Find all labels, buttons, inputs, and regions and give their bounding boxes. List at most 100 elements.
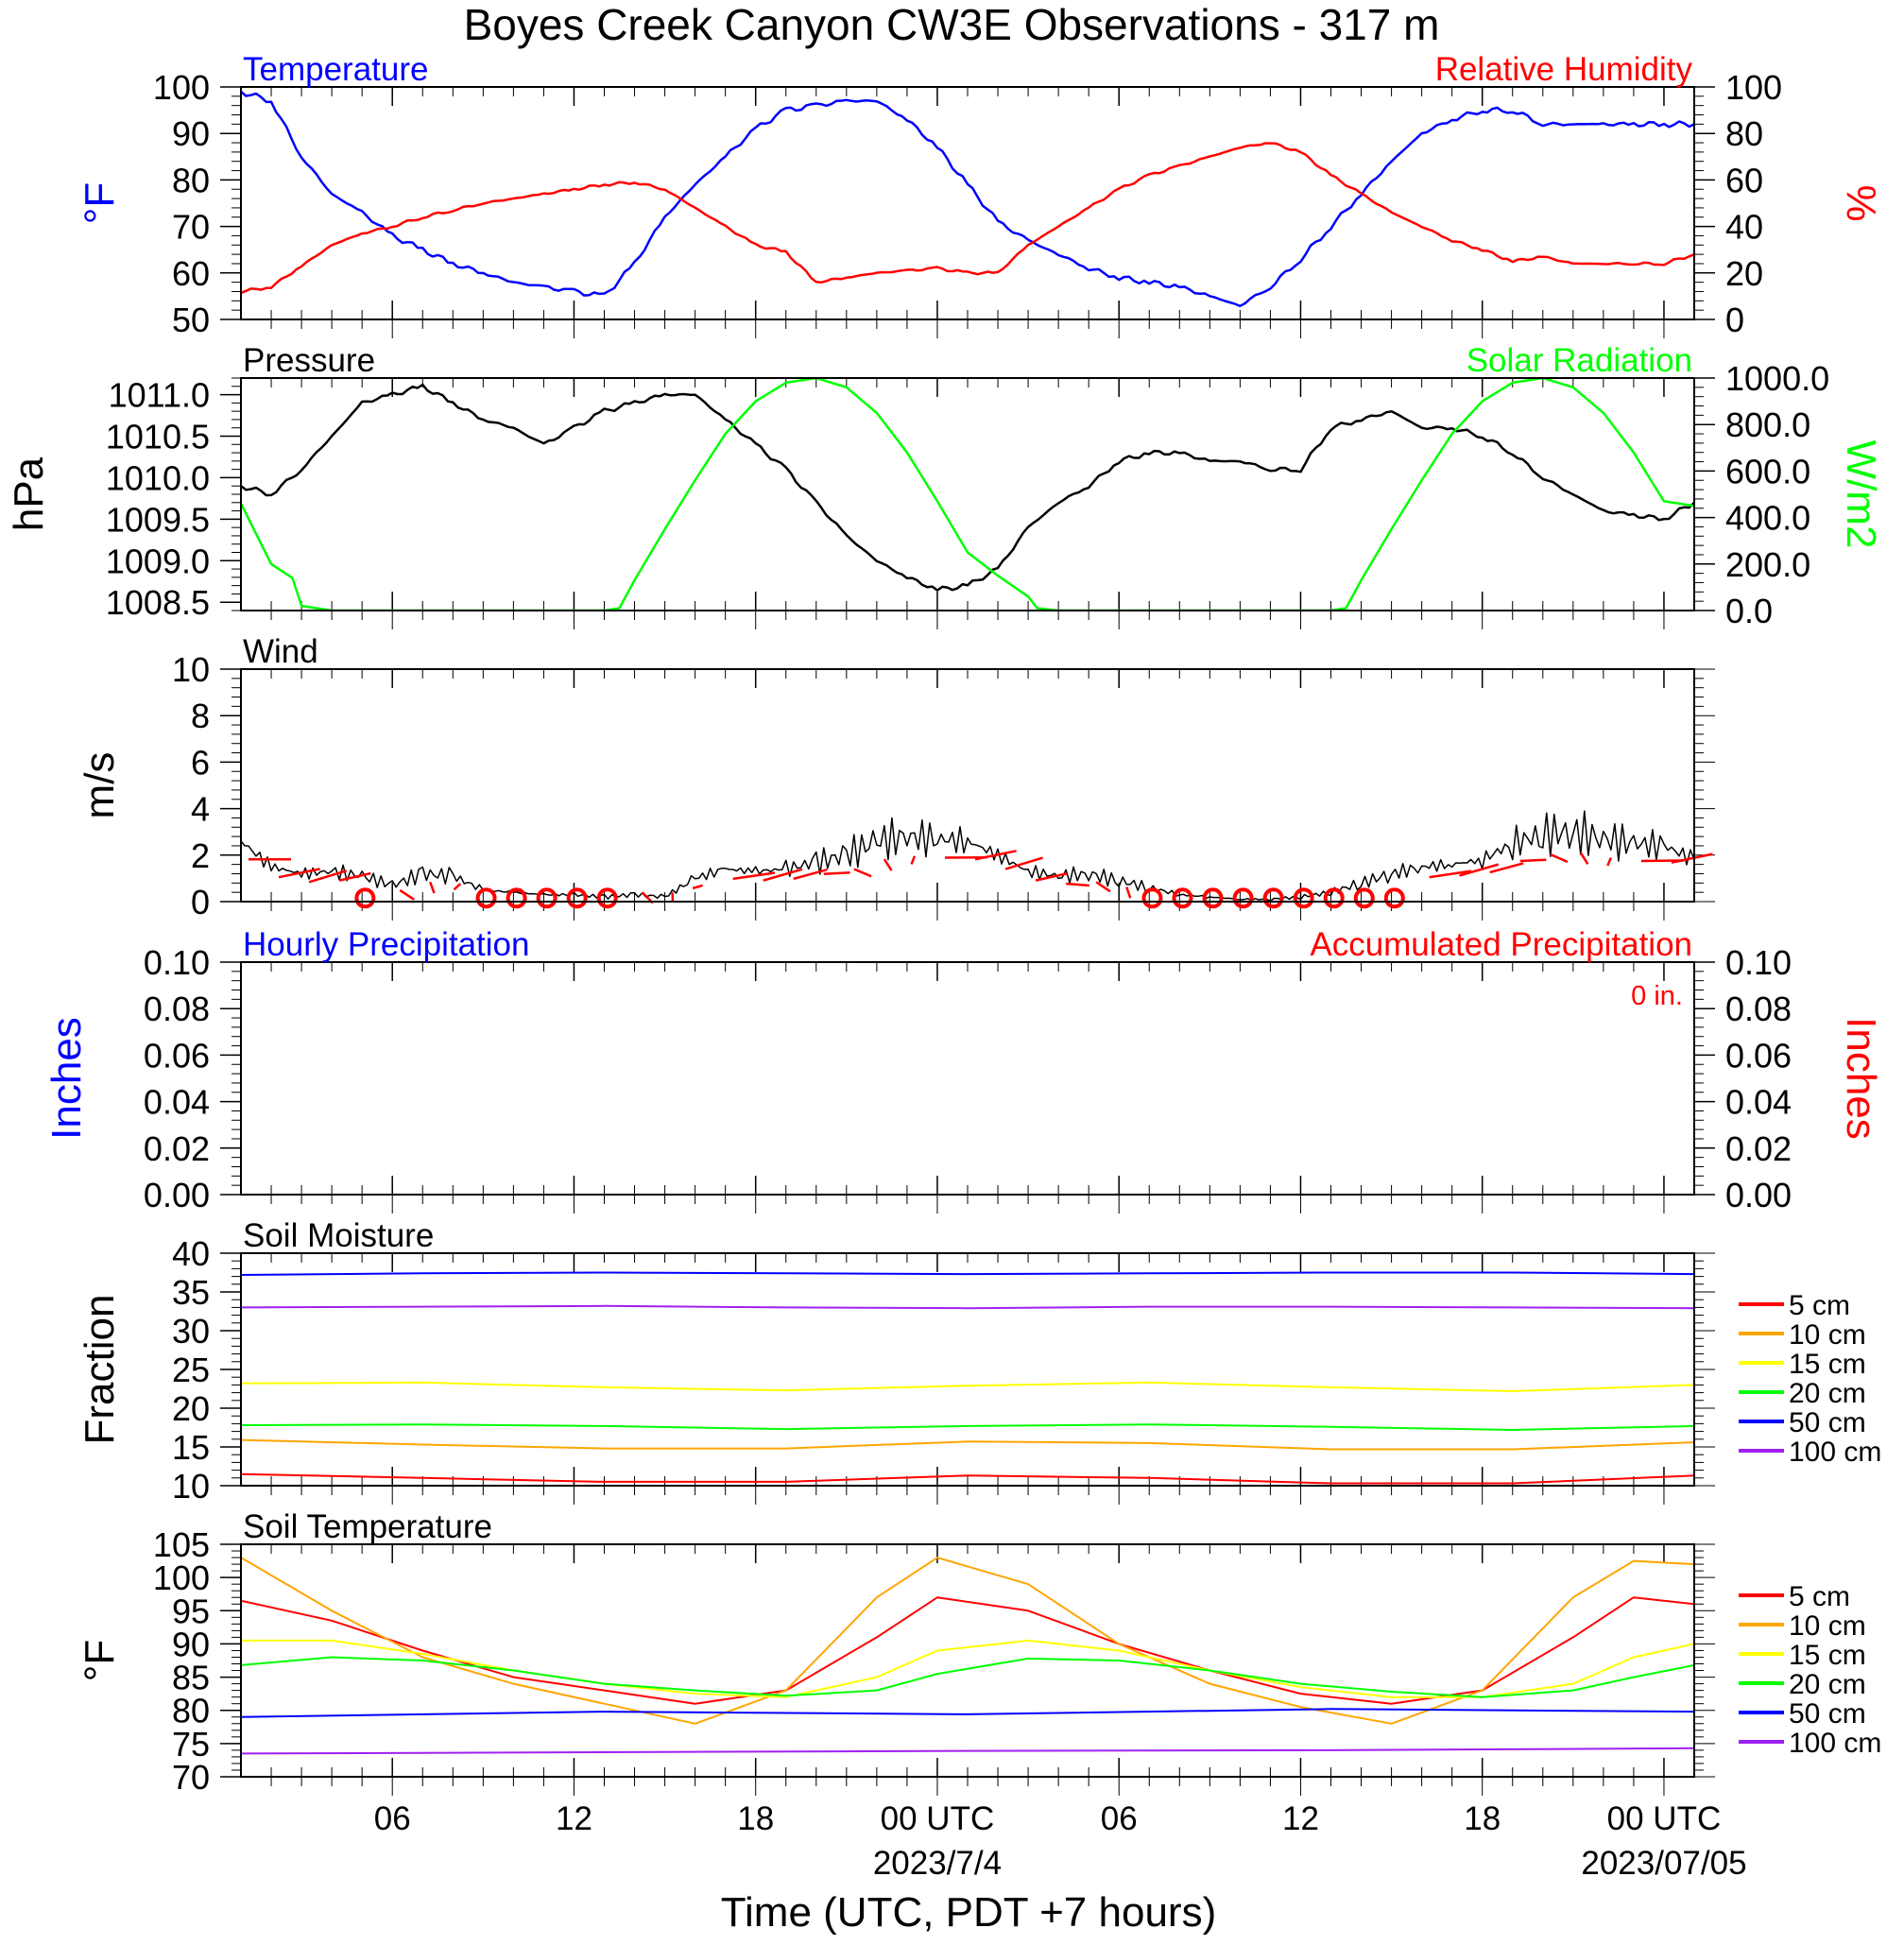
wind-barb	[429, 881, 436, 894]
y-tick-label: 80	[172, 161, 210, 199]
legend-label: 15 cm	[1789, 1640, 1866, 1671]
panel-title-left: Soil Moisture	[243, 1217, 434, 1254]
y-right-tick-label: 0.10	[1725, 943, 1792, 982]
wind-barb	[763, 868, 803, 882]
y-right-tick-label: 0.00	[1725, 1176, 1792, 1214]
calm-wind-circle	[596, 887, 618, 909]
panel-frame	[240, 377, 1695, 611]
wind-barb	[453, 883, 462, 891]
wind-barb	[1489, 862, 1524, 874]
series-group	[241, 810, 1694, 902]
soil-series-20-cm	[241, 1423, 1694, 1431]
y-right-tick-label: 60	[1725, 161, 1763, 199]
y-tick-label: 8	[191, 697, 210, 735]
y-tick-label: 0.04	[144, 1083, 210, 1122]
y-tick-label: 25	[172, 1351, 210, 1389]
soil-series-15-cm	[241, 1639, 1694, 1698]
panel-frame	[240, 86, 1695, 320]
wind-barb	[1429, 869, 1472, 879]
legend-label: 20 cm	[1789, 1669, 1866, 1700]
wind-barb	[1606, 857, 1613, 867]
y-tick-label: 95	[172, 1592, 210, 1630]
y-tick-label: 30	[172, 1312, 210, 1351]
y-tick-label: 40	[172, 1234, 210, 1273]
calm-wind-circle	[1172, 887, 1193, 909]
x-tick-label: 06	[374, 1800, 411, 1837]
panel-title-left: Hourly Precipitation	[243, 926, 529, 963]
calm-wind-circle	[475, 887, 497, 909]
wind-barb	[308, 869, 348, 884]
x-tick-label: 00 UTC	[881, 1800, 995, 1837]
series-line-left	[241, 810, 1694, 902]
wind-barb	[910, 855, 917, 865]
y-tick-label: 20	[172, 1389, 210, 1428]
wind-barb	[793, 868, 828, 881]
calm-wind-circle	[1262, 887, 1284, 909]
legend-label: 50 cm	[1789, 1407, 1866, 1438]
y-tick-label: 1010.5	[106, 418, 210, 456]
calm-wind-circle	[536, 887, 557, 909]
wind-barb	[1550, 852, 1569, 864]
wind-barb	[1579, 852, 1589, 865]
y-tick-label: 85	[172, 1659, 210, 1697]
wind-barb	[974, 850, 1017, 861]
panel-title-left: Wind	[243, 633, 318, 670]
figure-title: Boyes Creek Canyon CW3E Observations - 3…	[464, 0, 1440, 49]
panel-title-left: Pressure	[243, 342, 375, 379]
soil-series-10-cm	[241, 1438, 1694, 1451]
y-right-tick-label: 1000.0	[1725, 359, 1829, 398]
series-line-left	[241, 90, 1694, 308]
y-tick-label: 6	[191, 743, 210, 782]
legend-label: 15 cm	[1789, 1349, 1866, 1380]
y-tick-label: 100	[153, 1558, 210, 1597]
calm-wind-circle	[1141, 887, 1163, 909]
calm-wind-circle	[1202, 887, 1224, 909]
panel-title-left: Soil Temperature	[243, 1508, 492, 1545]
y-tick-label: 60	[172, 254, 210, 293]
y-right-tick-label: 400.0	[1725, 499, 1810, 538]
series-line-right	[241, 142, 1694, 295]
y-tick-label: 50	[172, 301, 210, 339]
soil-series-50-cm	[241, 1271, 1694, 1276]
legend-label: 10 cm	[1789, 1319, 1866, 1351]
calm-wind-circle	[1232, 887, 1254, 909]
soil-series-15-cm	[241, 1381, 1694, 1392]
y-axis-label-left: °F	[77, 1640, 123, 1681]
wind-barb	[1004, 856, 1043, 870]
y-tick-label: 100	[153, 68, 210, 107]
panel-title-right: Accumulated Precipitation	[1310, 926, 1692, 963]
y-tick-label: 4	[191, 790, 210, 829]
calm-wind-circle	[1383, 887, 1405, 909]
y-tick-label: 1009.0	[106, 542, 210, 580]
y-right-tick-label: 600.0	[1725, 452, 1810, 491]
wind-barb	[1125, 886, 1132, 899]
y-tick-label: 75	[172, 1725, 210, 1764]
y-right-tick-label: 20	[1725, 254, 1763, 293]
series-line-right	[241, 378, 1694, 611]
series-group	[241, 378, 1694, 611]
wind-barb	[399, 888, 415, 901]
wind-barb	[1095, 881, 1111, 893]
y-right-tick-label: 40	[1725, 208, 1763, 247]
legend-label: 50 cm	[1789, 1698, 1866, 1730]
soil-series-100-cm	[241, 1304, 1694, 1310]
calm-wind-circle	[354, 887, 376, 909]
y-tick-label: 0.02	[144, 1129, 210, 1168]
precip-total-annotation: 0 in.	[1631, 981, 1683, 1011]
y-tick-label: 10	[172, 650, 210, 689]
series-group	[241, 1557, 1694, 1755]
wind-barb	[692, 884, 703, 890]
wind-barb	[338, 871, 371, 882]
y-right-tick-label: 200.0	[1725, 545, 1810, 584]
legend-label: 10 cm	[1789, 1610, 1866, 1642]
y-tick-label: 70	[172, 1758, 210, 1797]
y-right-tick-label: 100	[1725, 68, 1782, 107]
y-right-tick-label: 800.0	[1725, 405, 1810, 444]
panel-frame	[240, 1252, 1695, 1487]
y-tick-label: 1011.0	[109, 376, 210, 415]
